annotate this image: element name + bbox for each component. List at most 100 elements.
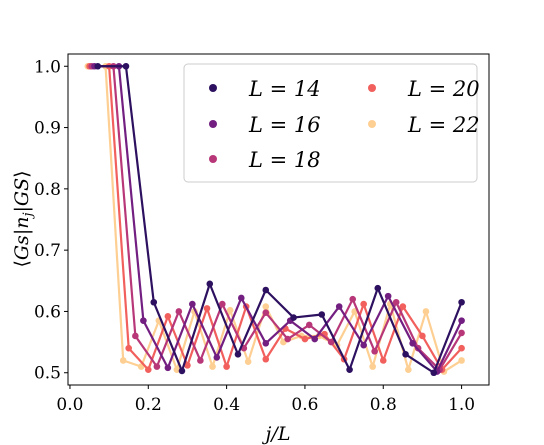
data-point bbox=[132, 332, 139, 340]
x-tick-label: 0.2 bbox=[135, 395, 162, 415]
y-tick-label: 0.5 bbox=[34, 364, 61, 384]
legend-entry: L = 16 bbox=[209, 113, 321, 137]
data-point bbox=[226, 306, 234, 314]
legend-marker bbox=[368, 120, 376, 128]
legend-marker bbox=[209, 84, 217, 92]
data-point bbox=[422, 308, 430, 315]
plot-frame bbox=[67, 53, 490, 386]
data-point bbox=[219, 300, 226, 308]
series-group bbox=[94, 62, 465, 377]
y-tick-label: 0.7 bbox=[34, 241, 61, 261]
data-point bbox=[197, 357, 204, 364]
data-point bbox=[150, 298, 158, 306]
data-point bbox=[327, 338, 335, 346]
y-label-s: s bbox=[11, 235, 33, 245]
data-point bbox=[262, 355, 270, 363]
series-layer bbox=[84, 62, 465, 377]
data-point bbox=[305, 321, 313, 329]
data-point bbox=[223, 363, 230, 370]
data-point bbox=[318, 311, 326, 318]
series-line bbox=[97, 65, 463, 374]
y-tick-label: 0.6 bbox=[34, 302, 61, 322]
data-point bbox=[284, 335, 292, 343]
legend-entry: L = 18 bbox=[209, 148, 321, 172]
data-point bbox=[458, 317, 465, 324]
data-point bbox=[125, 344, 133, 352]
data-point bbox=[399, 303, 407, 310]
data-point bbox=[409, 340, 416, 347]
data-point bbox=[237, 294, 245, 302]
series-line bbox=[91, 65, 463, 371]
data-point bbox=[262, 309, 270, 316]
data-point bbox=[405, 366, 412, 373]
data-point bbox=[178, 367, 186, 375]
y-label-sub: j bbox=[21, 212, 36, 219]
x-tick-label: 0.6 bbox=[291, 395, 318, 415]
data-point bbox=[349, 295, 357, 303]
data-point bbox=[311, 335, 319, 343]
data-point bbox=[458, 329, 465, 337]
y-label-open: ⟨ bbox=[11, 260, 33, 267]
legend-label: L = 16 bbox=[248, 113, 321, 137]
data-point bbox=[335, 303, 343, 310]
data-point bbox=[262, 286, 270, 294]
data-point bbox=[458, 357, 465, 364]
data-point bbox=[153, 363, 161, 370]
legend-marker bbox=[209, 120, 217, 128]
x-tick-label: 0.0 bbox=[56, 395, 83, 415]
data-point bbox=[213, 354, 221, 361]
data-point bbox=[371, 347, 378, 355]
x-tick-label: 0.4 bbox=[213, 395, 240, 415]
data-point bbox=[122, 62, 130, 70]
data-point bbox=[262, 340, 270, 347]
data-point bbox=[458, 298, 465, 306]
y-tick-label: 1.0 bbox=[34, 57, 61, 77]
legend-entry: L = 20 bbox=[368, 77, 480, 101]
ticks-layer: 0.0 0.2 0.4 0.6 0.8 1.0 0.5 0.6 0.7 0.8 0.9 1.0 bbox=[34, 57, 475, 415]
data-point bbox=[175, 308, 183, 315]
data-point bbox=[369, 363, 376, 370]
data-point bbox=[458, 344, 465, 352]
y-label-g: G bbox=[11, 245, 33, 260]
legend-label: L = 14 bbox=[248, 77, 321, 101]
x-axis-label: j/L bbox=[262, 423, 291, 445]
legend-items: L = 14 L = 16 L = 18 L = 20 L = 22 bbox=[209, 77, 480, 172]
data-point bbox=[173, 366, 181, 373]
data-point bbox=[360, 300, 367, 308]
data-point bbox=[430, 369, 438, 377]
data-point bbox=[206, 280, 214, 288]
data-point bbox=[379, 357, 387, 364]
data-point bbox=[290, 314, 297, 321]
data-point bbox=[119, 357, 127, 364]
data-point bbox=[360, 341, 367, 349]
data-point bbox=[209, 363, 216, 370]
data-point bbox=[203, 305, 211, 312]
legend-marker bbox=[209, 155, 217, 163]
legend-label: L = 18 bbox=[248, 148, 321, 172]
data-point bbox=[234, 351, 242, 358]
data-point bbox=[164, 313, 172, 320]
data-point bbox=[346, 366, 353, 373]
data-point bbox=[189, 300, 196, 308]
y-label-close: ⟩ bbox=[11, 170, 33, 177]
y-label-bar1: | bbox=[11, 229, 33, 235]
legend-entry: L = 22 bbox=[368, 113, 480, 137]
y-axis-label: ⟨Gs|nj|GS⟩ bbox=[11, 170, 36, 267]
data-point bbox=[164, 364, 172, 372]
data-point bbox=[374, 284, 382, 292]
data-point bbox=[402, 351, 409, 358]
data-point bbox=[244, 358, 252, 366]
data-point bbox=[94, 62, 102, 70]
x-tick-label: 1.0 bbox=[448, 395, 475, 415]
y-label-gs: GS bbox=[11, 178, 33, 206]
legend-label: L = 22 bbox=[407, 113, 480, 137]
series-line bbox=[94, 65, 463, 373]
legend-entry: L = 14 bbox=[209, 77, 321, 101]
y-tick-label: 0.9 bbox=[34, 119, 61, 139]
data-point bbox=[301, 335, 309, 343]
y-label-bar2: | bbox=[11, 206, 33, 212]
data-point bbox=[262, 303, 270, 310]
legend-marker bbox=[368, 84, 376, 92]
legend: L = 14 L = 16 L = 18 L = 20 L = 22 bbox=[183, 63, 480, 183]
